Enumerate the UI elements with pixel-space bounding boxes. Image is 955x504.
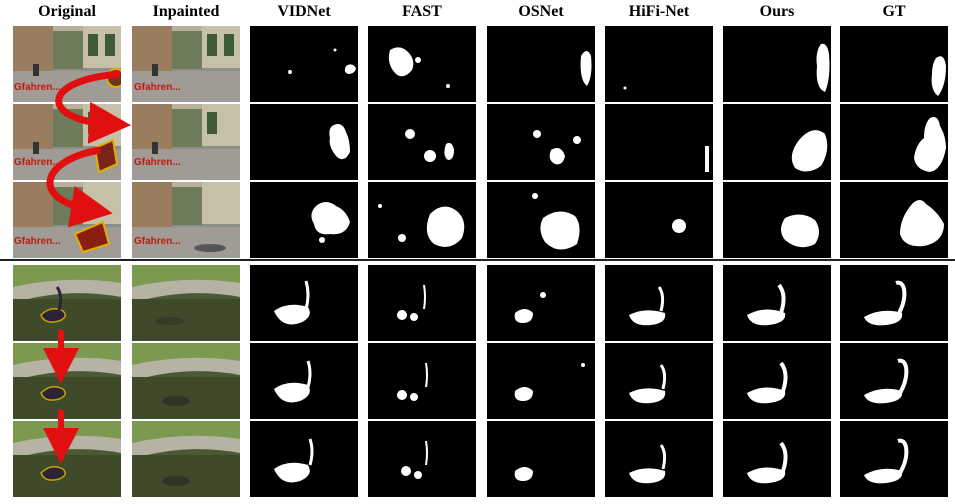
header-inpainted: Inpainted [152, 3, 220, 20]
gt-mask-street-3 [840, 182, 948, 258]
vidnet-mask-street-2 [250, 104, 358, 180]
inpainted-caption-1: Gfahren... [134, 82, 181, 93]
header-original: Original [38, 3, 96, 20]
ours-mask-swan-1 [723, 265, 831, 341]
osnet-mask-swan-3 [487, 421, 595, 497]
osnet-mask-street-1 [487, 26, 595, 102]
gt-mask-street-1 [840, 26, 948, 102]
original-swan-frame-2 [13, 343, 121, 419]
original-swan-frame-3 [13, 421, 121, 497]
fast-mask-swan-2 [368, 343, 476, 419]
osnet-mask-street-3 [487, 182, 595, 258]
hifinet-mask-swan-1 [605, 265, 713, 341]
fast-mask-street-1 [368, 26, 476, 102]
header-osnet: OSNet [518, 3, 564, 20]
osnet-mask-swan-1 [487, 265, 595, 341]
fast-mask-swan-3 [368, 421, 476, 497]
street-caption-1: Gfahren... [14, 82, 61, 93]
vidnet-mask-swan-3 [250, 421, 358, 497]
inpainted-street-frame-1 [132, 26, 240, 102]
hifinet-mask-swan-3 [605, 421, 713, 497]
inpainted-swan-frame-2 [132, 343, 240, 419]
original-swan-frame-1 [13, 265, 121, 341]
ours-mask-street-3 [723, 182, 831, 258]
ours-mask-swan-3 [723, 421, 831, 497]
osnet-mask-street-2 [487, 104, 595, 180]
vidnet-mask-street-1 [250, 26, 358, 102]
inpainted-swan-frame-3 [132, 421, 240, 497]
street-caption-2: Gfahren... [14, 157, 61, 168]
header-fast: FAST [402, 3, 442, 20]
scene-divider [0, 259, 955, 261]
header-hifinet: HiFi-Net [628, 3, 690, 20]
hifinet-mask-street-2 [605, 104, 713, 180]
gt-mask-street-2 [840, 104, 948, 180]
ours-mask-street-1 [723, 26, 831, 102]
header-gt: GT [882, 3, 906, 20]
ours-mask-street-2 [723, 104, 831, 180]
hifinet-mask-swan-2 [605, 343, 713, 419]
inpainted-street-frame-2 [132, 104, 240, 180]
gt-mask-swan-2 [840, 343, 948, 419]
gt-mask-swan-1 [840, 265, 948, 341]
hifinet-mask-street-3 [605, 182, 713, 258]
fast-mask-street-3 [368, 182, 476, 258]
vidnet-mask-swan-1 [250, 265, 358, 341]
gt-mask-swan-3 [840, 421, 948, 497]
vidnet-mask-swan-2 [250, 343, 358, 419]
vidnet-mask-street-3 [250, 182, 358, 258]
ours-mask-swan-2 [723, 343, 831, 419]
inpainted-street-frame-3 [132, 182, 240, 258]
fast-mask-swan-1 [368, 265, 476, 341]
osnet-mask-swan-2 [487, 343, 595, 419]
inpainted-caption-3: Gfahren... [134, 236, 181, 247]
street-caption-3: Gfahren... [14, 236, 61, 247]
original-street-frame-2 [13, 104, 121, 180]
header-ours: Ours [759, 3, 795, 20]
inpainted-caption-2: Gfahren... [134, 157, 181, 168]
fast-mask-street-2 [368, 104, 476, 180]
header-vidnet: VIDNet [277, 3, 331, 20]
hifinet-mask-street-1 [605, 26, 713, 102]
inpainted-swan-frame-1 [132, 265, 240, 341]
